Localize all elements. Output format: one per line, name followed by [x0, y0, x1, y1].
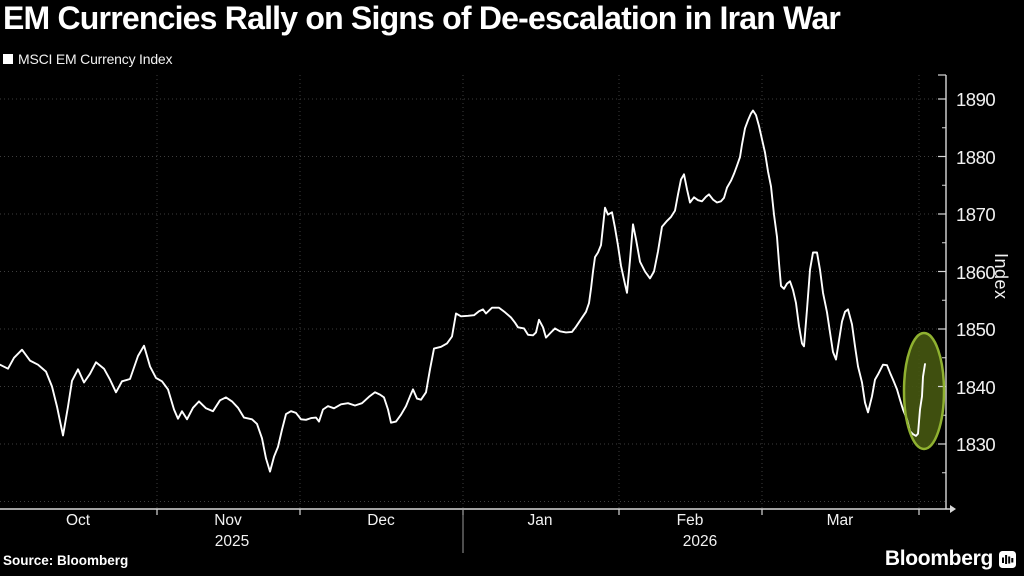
y-tick-label: 1830: [956, 434, 996, 455]
y-axis-title: Index: [991, 253, 1011, 300]
x-month-label: Feb: [676, 512, 704, 529]
bloomberg-wordmark: Bloomberg: [884, 547, 993, 570]
bloomberg-brand: Bloomberg: [885, 547, 1016, 571]
bloomberg-bars-icon: [999, 550, 1016, 568]
x-year-label: 2025: [214, 533, 250, 550]
y-tick-label: 1850: [956, 319, 996, 340]
source-credit: Source: Bloomberg: [3, 553, 129, 568]
highlight-ellipse-fill: [904, 333, 944, 449]
legend-square-marker-icon: [3, 54, 13, 64]
x-month-label: Oct: [65, 512, 91, 529]
y-tick-label: 1860: [956, 261, 996, 283]
x-month-label: Jan: [527, 512, 553, 529]
y-tick-label: 1870: [956, 204, 996, 225]
series-line: [0, 109, 926, 473]
x-month-label: Nov: [214, 512, 242, 529]
x-year-label: 2026: [682, 533, 718, 550]
y-tick-label: 1890: [956, 89, 996, 110]
highlight-ellipse: [902, 331, 946, 451]
chart-title: EM Currencies Rally on Signs of De-escal…: [3, 0, 841, 36]
x-month-label: Mar: [826, 512, 854, 529]
x-axis-arrow-icon: [950, 505, 956, 513]
x-month-label: Dec: [367, 512, 395, 529]
legend-label: MSCI EM Currency Index: [18, 51, 173, 67]
y-tick-label: 1880: [956, 146, 996, 168]
y-tick-label: 1840: [956, 376, 996, 398]
legend: MSCI EM Currency Index: [3, 51, 173, 67]
